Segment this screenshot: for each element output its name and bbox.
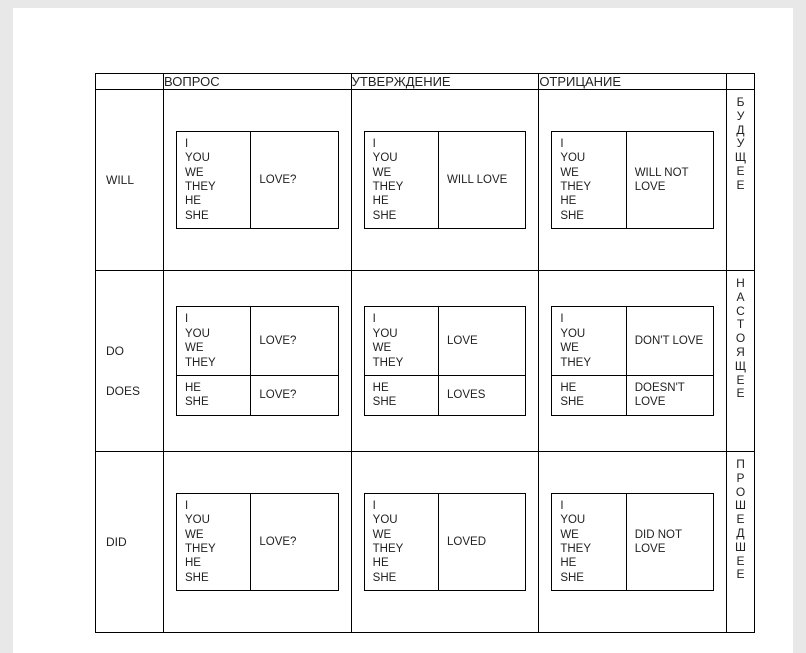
past-negation-cell: IYOUWETHEYHESHE DID NOT LOVE: [539, 452, 727, 633]
aux-cell-future: WILL: [96, 90, 164, 271]
grammar-table: ВОПРОС УТВЕРЖДЕНИЕ ОТРИЦАНИЕ WILL: [95, 73, 755, 633]
pronouns-all: IYOUWETHEYHESHE: [364, 131, 438, 228]
aux-cell-past: DID: [96, 452, 164, 633]
future-q-verb: LOVE?: [251, 131, 338, 228]
header-blank-right: [727, 74, 755, 90]
aux-cell-present: DO DOES: [96, 271, 164, 452]
tense-past-label: ПРОШЕДШЕЕ: [727, 452, 754, 582]
pronouns-all: IYOUWETHEYHESHE: [177, 131, 251, 228]
row-future: WILL IYOUWETHEYHESHE LOVE?: [96, 90, 755, 271]
aux-did: DID: [96, 535, 163, 549]
present-s-verb1: LOVE: [439, 307, 526, 376]
future-negation-cell: IYOUWETHEYHESHE WILL NOT LOVE: [539, 90, 727, 271]
future-n-verb: WILL NOT LOVE: [626, 131, 713, 228]
future-s-verb: WILL LOVE: [439, 131, 526, 228]
present-statement-cell: IYOUWETHEY LOVE HESHE LOVES: [351, 271, 539, 452]
past-statement-inner: IYOUWETHEYHESHE LOVED: [364, 493, 527, 591]
row-present: DO DOES IYOUWETHEY LOVE?: [96, 271, 755, 452]
past-question-cell: IYOUWETHEYHESHE LOVE?: [164, 452, 352, 633]
tense-future-label: БУДУЩЕЕ: [727, 90, 754, 193]
pronouns-third: HESHE: [552, 375, 626, 415]
pronouns-all: IYOUWETHEYHESHE: [364, 493, 438, 590]
past-s-verb: LOVED: [439, 493, 526, 590]
pronouns-group: IYOUWETHEY: [552, 307, 626, 376]
header-negation: ОТРИЦАНИЕ: [539, 74, 727, 90]
pronouns-all: IYOUWETHEYHESHE: [552, 131, 626, 228]
present-negation-inner: IYOUWETHEY DON'T LOVE HESHE DOESN'T LOVE: [551, 306, 714, 415]
pronouns-third: HESHE: [177, 375, 251, 415]
tense-present: НАСТОЯЩЕЕ: [727, 271, 755, 452]
present-s-verb2: LOVES: [439, 375, 526, 415]
present-question-cell: IYOUWETHEY LOVE? HESHE LOVE?: [164, 271, 352, 452]
present-n-verb2: DOESN'T LOVE: [626, 375, 713, 415]
past-negation-inner: IYOUWETHEYHESHE DID NOT LOVE: [551, 493, 714, 591]
header-row: ВОПРОС УТВЕРЖДЕНИЕ ОТРИЦАНИЕ: [96, 74, 755, 90]
grammar-table-wrapper: ВОПРОС УТВЕРЖДЕНИЕ ОТРИЦАНИЕ WILL: [95, 73, 755, 633]
aux-will: WILL: [96, 173, 163, 187]
past-n-verb: DID NOT LOVE: [626, 493, 713, 590]
present-negation-cell: IYOUWETHEY DON'T LOVE HESHE DOESN'T LOVE: [539, 271, 727, 452]
present-q-verb1: LOVE?: [251, 307, 338, 376]
tense-future: БУДУЩЕЕ: [727, 90, 755, 271]
tense-present-label: НАСТОЯЩЕЕ: [727, 271, 754, 401]
future-question-inner: IYOUWETHEYHESHE LOVE?: [176, 131, 339, 229]
pronouns-group: IYOUWETHEY: [177, 307, 251, 376]
future-statement-cell: IYOUWETHEYHESHE WILL LOVE: [351, 90, 539, 271]
header-question: ВОПРОС: [164, 74, 352, 90]
past-statement-cell: IYOUWETHEYHESHE LOVED: [351, 452, 539, 633]
aux-does: DOES: [96, 384, 163, 398]
future-statement-inner: IYOUWETHEYHESHE WILL LOVE: [364, 131, 527, 229]
past-q-verb: LOVE?: [251, 493, 338, 590]
present-statement-inner: IYOUWETHEY LOVE HESHE LOVES: [364, 306, 527, 415]
future-question-cell: IYOUWETHEYHESHE LOVE?: [164, 90, 352, 271]
pronouns-group: IYOUWETHEY: [364, 307, 438, 376]
pronouns-all: IYOUWETHEYHESHE: [552, 493, 626, 590]
header-statement: УТВЕРЖДЕНИЕ: [351, 74, 539, 90]
pronouns-third: HESHE: [364, 375, 438, 415]
tense-past: ПРОШЕДШЕЕ: [727, 452, 755, 633]
present-n-verb1: DON'T LOVE: [626, 307, 713, 376]
past-question-inner: IYOUWETHEYHESHE LOVE?: [176, 493, 339, 591]
present-q-verb2: LOVE?: [251, 375, 338, 415]
pronouns-all: IYOUWETHEYHESHE: [177, 493, 251, 590]
future-negation-inner: IYOUWETHEYHESHE WILL NOT LOVE: [551, 131, 714, 229]
row-past: DID IYOUWETHEYHESHE LOVE?: [96, 452, 755, 633]
present-question-inner: IYOUWETHEY LOVE? HESHE LOVE?: [176, 306, 339, 415]
document-page: ВОПРОС УТВЕРЖДЕНИЕ ОТРИЦАНИЕ WILL: [13, 8, 793, 653]
aux-do: DO: [96, 344, 163, 358]
header-blank-left: [96, 74, 164, 90]
